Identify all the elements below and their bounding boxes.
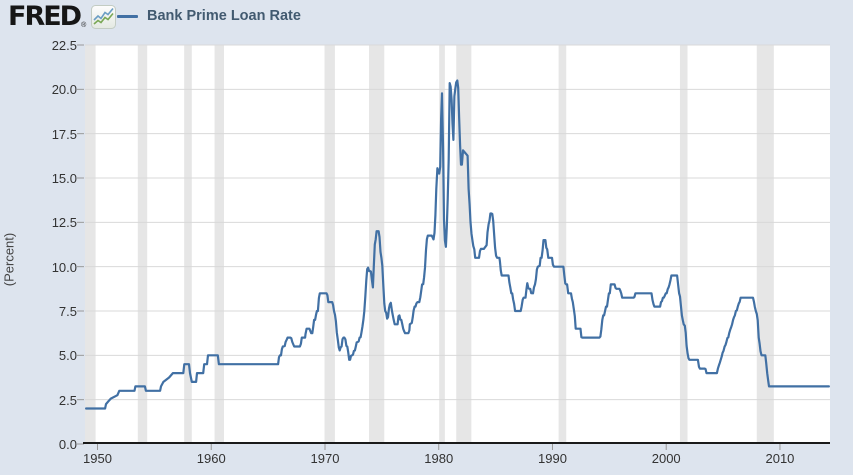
y-tick-label: 22.5 (51, 38, 77, 53)
recession-band (184, 45, 192, 444)
x-tick-label: 1950 (83, 451, 112, 466)
legend: Bank Prime Loan Rate (117, 7, 301, 25)
recession-band (756, 45, 774, 444)
y-tick-label: 5.0 (58, 348, 77, 364)
recession-band (679, 45, 688, 444)
legend-series-label: Bank Prime Loan Rate (147, 8, 301, 24)
recession-band (214, 45, 224, 444)
y-tick-label: 0.0 (58, 437, 77, 452)
y-tick-label: 10.0 (51, 259, 77, 275)
plot-region[interactable] (77, 44, 831, 450)
y-tick-label: 20.0 (51, 82, 77, 98)
fred-logo[interactable]: FRED ® (8, 1, 117, 32)
x-tick-label: 1990 (538, 451, 567, 466)
recession-band (439, 45, 445, 444)
recession-band (85, 45, 96, 444)
series-line (85, 79, 831, 410)
x-tick-label: 1980 (424, 451, 454, 466)
fred-logo-chart-icon (91, 5, 117, 29)
fred-logo-text: FRED (8, 1, 82, 32)
recession-band (137, 45, 148, 444)
x-tick-label: 2010 (765, 451, 795, 466)
y-tick-label: 7.5 (58, 304, 77, 319)
y-tick-label: 15.0 (51, 171, 77, 186)
x-tick-label: 1960 (196, 451, 226, 466)
y-tick-label: 12.5 (51, 215, 77, 231)
y-tick-label: 17.5 (51, 126, 77, 142)
recession-band (369, 45, 385, 444)
x-tick-label: 1970 (310, 451, 340, 466)
y-tick-label: 2.5 (58, 392, 77, 408)
x-tick-label: 2000 (651, 451, 681, 466)
fred-logo-registered-mark: ® (81, 22, 87, 29)
recession-band (324, 45, 335, 444)
legend-line-swatch (117, 14, 138, 18)
recession-band (558, 45, 567, 444)
